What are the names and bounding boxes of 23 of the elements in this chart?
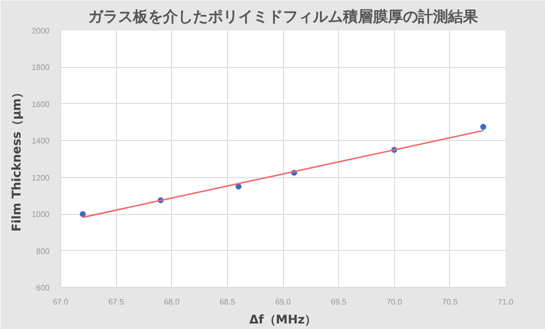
x-tick-label: 71.0	[498, 298, 514, 306]
point	[480, 124, 486, 130]
x-tick-label: 68.0	[164, 298, 180, 306]
x-axis-title: Δf（MHz）	[249, 312, 317, 326]
y-tick-label: 1600	[32, 100, 50, 109]
point	[80, 211, 86, 218]
y-tick-label: 1200	[32, 173, 50, 182]
y-tick-label: 600	[36, 284, 50, 292]
y-tick-label: 2000	[32, 26, 50, 36]
y-tick-label: 1800	[32, 63, 50, 72]
y-tick-label: 1000	[32, 210, 50, 220]
x-tick-label: 67.5	[108, 298, 124, 306]
x-tick-label: 69.0	[275, 298, 292, 306]
x-tick-label: 70.0	[386, 298, 403, 306]
x-tick-label: 69.5	[330, 298, 347, 306]
x-tick-label: 68.5	[220, 298, 236, 306]
y-tick-label: 1400	[32, 136, 50, 146]
point	[236, 184, 242, 190]
x-tick-label: 70.5	[442, 298, 458, 306]
y-axis-title: Film Thickness（μm）	[10, 86, 24, 232]
y-tick-label: 800	[36, 246, 50, 256]
chart-title: ガラス板を介したポリイミドフィルム積層膜厚の計測結果	[88, 8, 479, 26]
x-tick-label: 67.0	[52, 298, 69, 306]
